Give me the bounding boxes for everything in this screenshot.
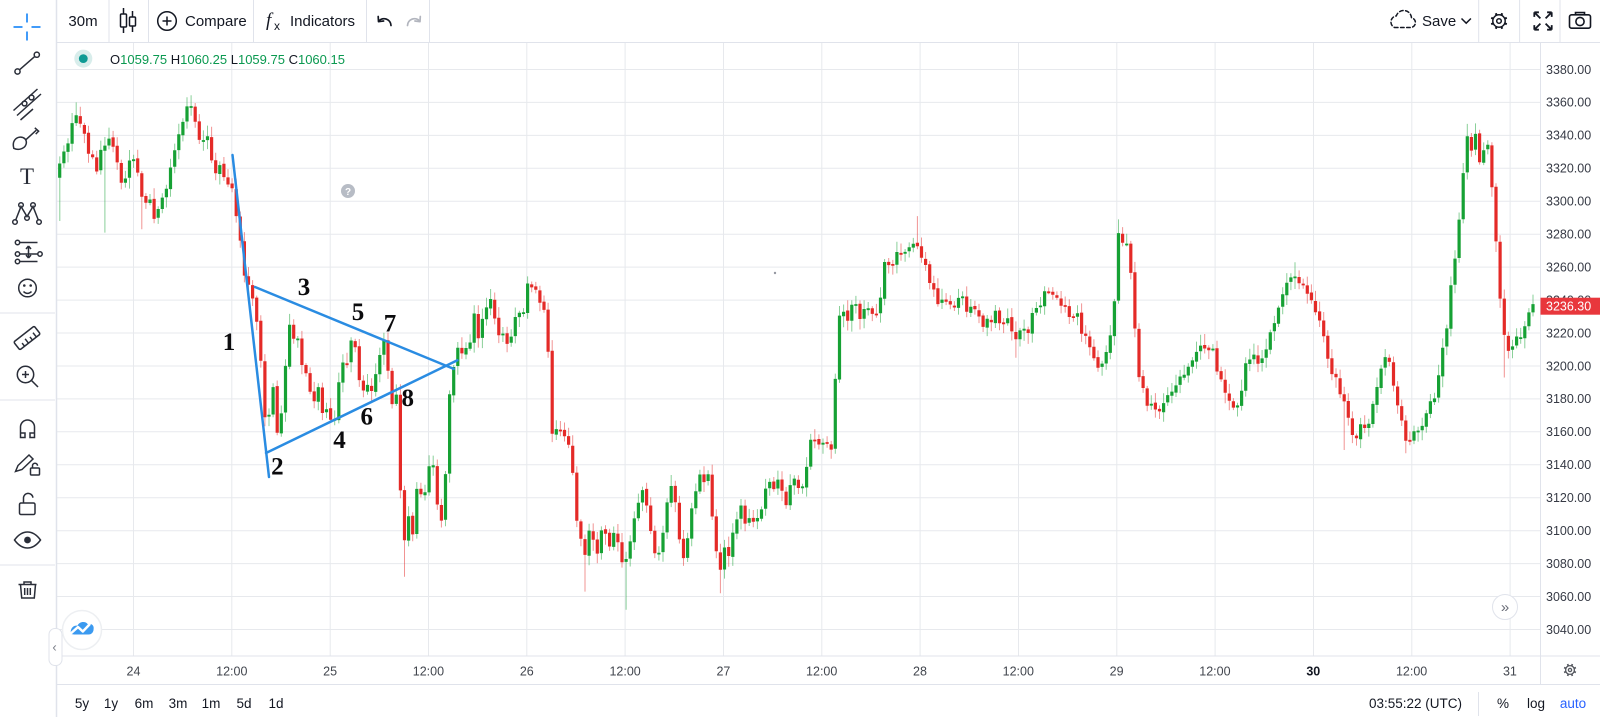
- svg-text:%: %: [1497, 696, 1509, 711]
- svg-text:6m: 6m: [135, 696, 154, 711]
- svg-text:3060.00: 3060.00: [1546, 590, 1591, 604]
- svg-text:Save: Save: [1422, 13, 1456, 30]
- svg-text:3140.00: 3140.00: [1546, 458, 1591, 472]
- svg-text:»: »: [1501, 599, 1509, 616]
- svg-text:12:00: 12:00: [806, 665, 837, 679]
- svg-text:3320.00: 3320.00: [1546, 162, 1591, 176]
- svg-text:O1059.75 H1060.25 L1059.75 C10: O1059.75 H1060.25 L1059.75 C1060.15: [110, 52, 345, 67]
- svg-text:12:00: 12:00: [1396, 665, 1427, 679]
- svg-text:3200.00: 3200.00: [1546, 359, 1591, 373]
- svg-text:5d: 5d: [236, 696, 251, 711]
- svg-text:log: log: [1527, 696, 1545, 711]
- svg-text:26: 26: [520, 665, 534, 679]
- svg-text:3360.00: 3360.00: [1546, 96, 1591, 110]
- svg-text:?: ?: [345, 187, 351, 198]
- svg-text:7: 7: [384, 311, 397, 338]
- svg-text:auto: auto: [1560, 696, 1586, 711]
- svg-text:2: 2: [271, 454, 284, 481]
- svg-text:12:00: 12:00: [1199, 665, 1230, 679]
- svg-text:3: 3: [298, 274, 311, 301]
- svg-text:03:55:22 (UTC): 03:55:22 (UTC): [1369, 696, 1462, 711]
- svg-text:3236.30: 3236.30: [1546, 300, 1591, 314]
- svg-text:3080.00: 3080.00: [1546, 557, 1591, 571]
- svg-text:3280.00: 3280.00: [1546, 228, 1591, 242]
- svg-text:‹: ‹: [52, 640, 56, 655]
- svg-text:30: 30: [1306, 665, 1320, 679]
- svg-text:25: 25: [323, 665, 337, 679]
- svg-text:3120.00: 3120.00: [1546, 491, 1591, 505]
- svg-text:31: 31: [1503, 665, 1517, 679]
- svg-text:3220.00: 3220.00: [1546, 326, 1591, 340]
- svg-text:3340.00: 3340.00: [1546, 129, 1591, 143]
- svg-text:f: f: [266, 10, 274, 31]
- svg-text:1m: 1m: [202, 696, 221, 711]
- svg-text:1d: 1d: [268, 696, 283, 711]
- svg-text:Compare: Compare: [185, 13, 247, 30]
- svg-text:12:00: 12:00: [609, 665, 640, 679]
- svg-text:27: 27: [716, 665, 730, 679]
- svg-text:29: 29: [1110, 665, 1124, 679]
- svg-text:28: 28: [913, 665, 927, 679]
- svg-text:6: 6: [360, 404, 373, 431]
- svg-text:5: 5: [352, 299, 365, 326]
- svg-text:1: 1: [223, 329, 236, 356]
- svg-text:5y: 5y: [75, 696, 90, 711]
- svg-text:4: 4: [333, 427, 346, 454]
- svg-text:12:00: 12:00: [413, 665, 444, 679]
- svg-text:30m: 30m: [68, 13, 97, 30]
- svg-text:3300.00: 3300.00: [1546, 195, 1591, 209]
- svg-text:8: 8: [401, 385, 414, 412]
- svg-text:Indicators: Indicators: [290, 13, 355, 30]
- svg-text:1y: 1y: [104, 696, 119, 711]
- svg-text:12:00: 12:00: [216, 665, 247, 679]
- svg-text:12:00: 12:00: [1003, 665, 1034, 679]
- svg-text:24: 24: [127, 665, 141, 679]
- svg-text:T: T: [20, 164, 34, 189]
- svg-text:3m: 3m: [169, 696, 188, 711]
- svg-text:3180.00: 3180.00: [1546, 392, 1591, 406]
- svg-text:3260.00: 3260.00: [1546, 260, 1591, 274]
- svg-text:3380.00: 3380.00: [1546, 63, 1591, 77]
- svg-text:x: x: [274, 19, 280, 33]
- svg-text:3160.00: 3160.00: [1546, 425, 1591, 439]
- svg-text:3040.00: 3040.00: [1546, 623, 1591, 637]
- svg-text:3100.00: 3100.00: [1546, 524, 1591, 538]
